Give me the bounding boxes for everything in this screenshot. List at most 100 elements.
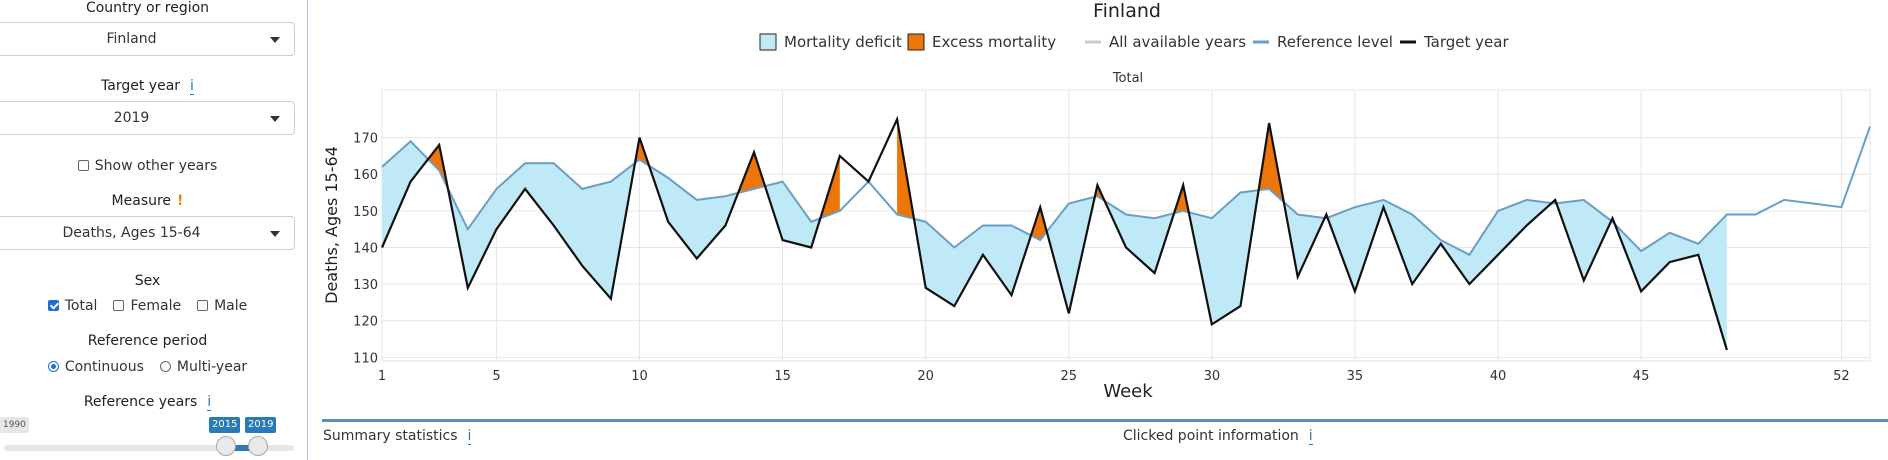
continuous-radio[interactable] — [47, 361, 59, 372]
y-tick-label: 110 — [353, 351, 378, 366]
sex-option-total[interactable]: Total — [47, 298, 98, 314]
mortality-deficit-area — [447, 163, 635, 299]
x-tick-label: 1 — [378, 369, 386, 384]
chevron-down-icon — [270, 37, 280, 43]
y-tick-label: 170 — [353, 132, 378, 147]
ref-years-label: Reference years i — [0, 394, 295, 411]
x-tick-label: 35 — [1347, 369, 1364, 384]
info-icon[interactable]: i — [1308, 428, 1313, 445]
country-label: Country or region — [85, 0, 210, 16]
legend-reference-level-label: Reference level — [1277, 33, 1393, 51]
slider-from-label: 2015 — [209, 417, 241, 433]
multi-year-radio[interactable] — [159, 361, 171, 372]
sex-options: Total Female Male — [0, 298, 295, 314]
legend-excess-mortality-swatch — [907, 33, 925, 51]
legend-mortality-deficit-label: Mortality deficit — [784, 33, 902, 51]
target-year-line — [380, 115, 1728, 351]
target-year-label: Target year i — [0, 78, 295, 95]
y-tick-label: 160 — [353, 168, 378, 183]
x-tick-label: 40 — [1490, 369, 1507, 384]
mortality-deficit-area — [1614, 214, 1727, 350]
main-panel: 110 120 130 140 150 160 170 1 5 10 15 20 25 30 35 40 45 5… — [308, 0, 1888, 460]
ref-period-continuous[interactable]: Continuous — [47, 359, 144, 375]
y-axis-label: Deaths, Ages 15-64 — [322, 146, 341, 304]
sex-female-label: Female — [130, 298, 182, 314]
slider-range-fill — [228, 445, 262, 451]
slider-track[interactable] — [4, 445, 294, 451]
summary-statistics-label: Summary statistics — [323, 428, 458, 444]
mortality-deficit-area — [914, 218, 1031, 307]
show-other-years-row[interactable]: Show other years — [0, 158, 295, 174]
ref-period-options: Continuous Multi-year — [0, 359, 295, 375]
excess-mortality-area — [1031, 207, 1047, 241]
measure-select[interactable]: Deaths, Ages 15-64 — [0, 216, 295, 250]
info-icon[interactable]: i — [190, 78, 194, 95]
x-tick-label: 30 — [1204, 369, 1221, 384]
chart-title: Finland — [1093, 0, 1161, 22]
ref-period-multi-year[interactable]: Multi-year — [159, 359, 248, 375]
country-select-value: Finland — [106, 31, 157, 47]
mortality-deficit-area — [765, 181, 821, 248]
legend: Mortality deficit Excess mortality All ava… — [759, 33, 1509, 51]
sex-female-checkbox[interactable] — [113, 300, 125, 311]
sex-male-label: Male — [214, 298, 248, 314]
continuous-label: Continuous — [64, 359, 144, 375]
sex-male-checkbox[interactable] — [197, 300, 209, 311]
sex-label: Sex — [134, 273, 161, 289]
show-other-years-checkbox[interactable] — [77, 160, 89, 171]
chevron-down-icon — [270, 231, 280, 237]
y-tick-label: 140 — [353, 241, 378, 256]
target-year-select-value: 2019 — [113, 110, 150, 126]
slider-to-handle[interactable] — [248, 436, 268, 456]
legend-mortality-deficit-swatch — [759, 33, 777, 51]
mortality-deficit-area — [382, 141, 429, 248]
reference-level-line — [381, 126, 1871, 257]
sex-option-male[interactable]: Male — [197, 298, 247, 314]
x-axis-label: Week — [1103, 381, 1153, 402]
y-tick-label: 120 — [353, 315, 378, 330]
chart-subtitle: Total — [1112, 71, 1143, 86]
legend-excess-mortality-label: Excess mortality — [932, 33, 1056, 51]
clicked-point-header: Clicked point information i — [1123, 428, 1313, 445]
sex-option-female[interactable]: Female — [113, 298, 181, 314]
slider-from-handle[interactable] — [216, 436, 236, 456]
series-lines — [380, 115, 1871, 351]
warning-icon[interactable]: ! — [177, 193, 184, 209]
x-tick-label: 25 — [1060, 369, 1077, 384]
excess-mortality-area — [738, 152, 765, 193]
sex-total-checkbox[interactable] — [47, 300, 59, 311]
measure-label: Measure! — [0, 193, 295, 209]
fill-areas — [382, 119, 1727, 350]
x-tick-label: 5 — [492, 369, 500, 384]
mortality-deficit-area — [1327, 199, 1552, 292]
y-tick-label: 150 — [353, 205, 378, 220]
x-tick-label: 20 — [917, 369, 934, 384]
slider-min-label: 1990 — [0, 417, 29, 433]
measure-label-text: Measure — [111, 193, 172, 209]
y-tick-label: 130 — [353, 278, 378, 293]
legend-target-year-label: Target year — [1423, 33, 1509, 51]
mortality-deficit-area — [1188, 190, 1259, 325]
slider-to-label: 2019 — [245, 417, 277, 433]
ref-years-label-text: Reference years — [83, 394, 198, 410]
summary-statistics-header: Summary statistics i — [323, 428, 472, 445]
mortality-deficit-area — [649, 165, 739, 259]
x-tick-label: 45 — [1633, 369, 1650, 384]
excess-mortality-area — [1258, 123, 1284, 203]
info-icon[interactable]: i — [207, 394, 212, 411]
multi-year-label: Multi-year — [176, 359, 248, 375]
mortality-deficit-area — [1283, 202, 1325, 277]
legend-all-available-years-label: All available years — [1109, 33, 1246, 51]
target-year-select[interactable]: 2019 — [0, 101, 295, 135]
sex-total-label: Total — [64, 298, 98, 314]
chevron-down-icon — [270, 116, 280, 122]
x-tick-label: 52 — [1833, 369, 1850, 384]
panel-divider — [322, 419, 1888, 422]
x-tick-label: 15 — [774, 369, 791, 384]
target-year-label-text: Target year — [101, 78, 181, 94]
country-select[interactable]: Finland — [0, 22, 295, 56]
excess-mortality-area — [1174, 185, 1189, 214]
info-icon[interactable]: i — [467, 428, 472, 445]
ref-period-label: Reference period — [87, 333, 208, 349]
